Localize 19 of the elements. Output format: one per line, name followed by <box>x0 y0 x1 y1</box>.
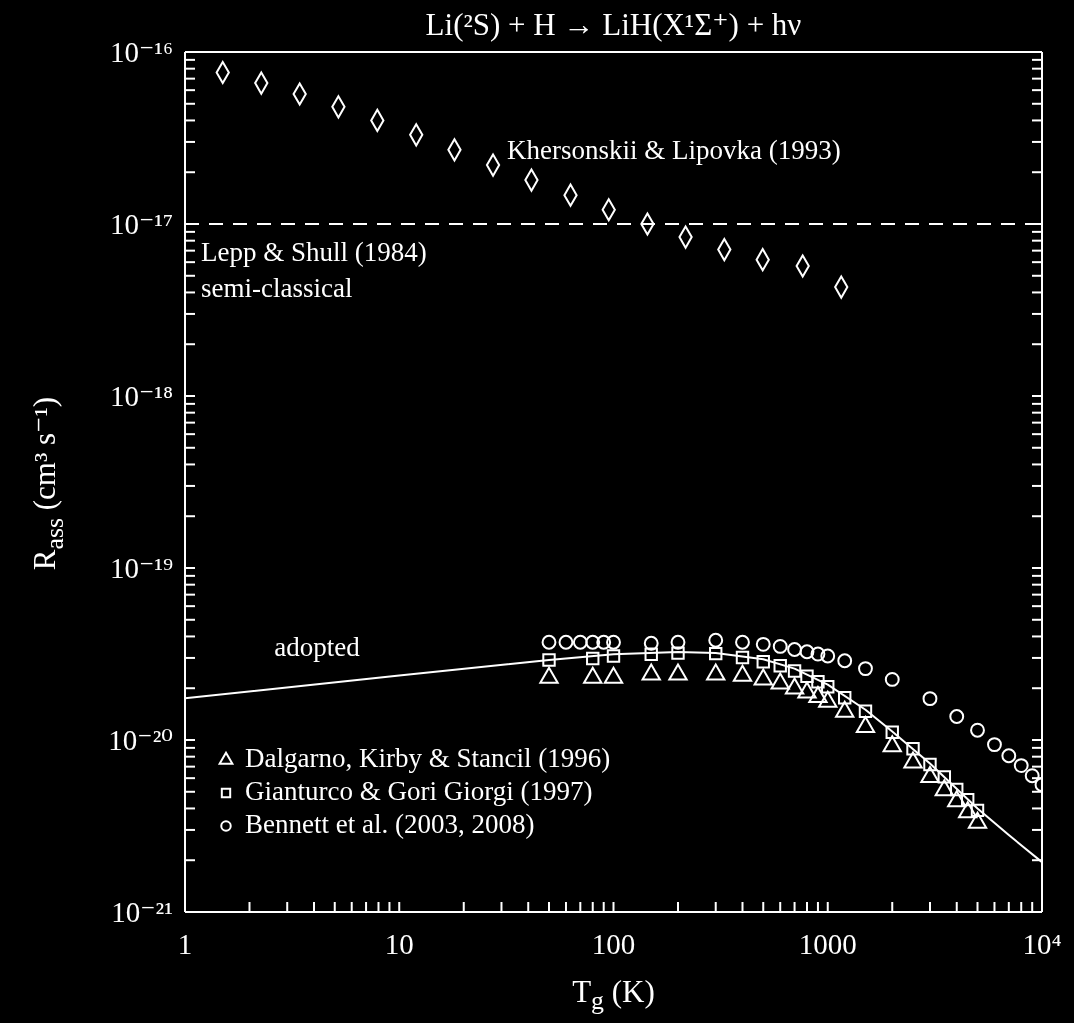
x-tick-label: 1 <box>177 928 193 960</box>
y-tick-label: 10⁻²⁰ <box>108 724 173 756</box>
x-axis-title: T$_{g}$ (K) <box>571 974 656 1017</box>
y-tick-label: 10⁻²¹ <box>111 896 173 928</box>
y-tick-label: 10⁻¹⁸ <box>109 380 173 412</box>
series-label: Khersonskii & Lipovka (1993) <box>507 135 841 166</box>
y-tick-label: 10⁻¹⁶ <box>109 36 173 68</box>
y-tick-label: 10⁻¹⁹ <box>109 552 173 584</box>
x-tick-label: 10⁴ <box>1022 928 1062 960</box>
legend-label: Gianturco & Gori Giorgi (1997) <box>245 776 593 807</box>
ref-line-label: Lepp & Shull (1984) semi-classical <box>201 236 428 305</box>
y-tick-label: 10⁻¹⁷ <box>109 208 173 240</box>
x-tick-label: 10 <box>384 928 414 960</box>
series-label: adopted <box>274 631 361 662</box>
x-tick-label: 1000 <box>798 928 857 960</box>
legend-label: Bennett et al. (2003, 2008) <box>245 809 535 840</box>
legend-label: Dalgarno, Kirby & Stancil (1996) <box>245 743 611 774</box>
chart-title: Li(²S) + H → LiH(X¹Σ⁺) + hν <box>424 6 803 43</box>
x-tick-label: 100 <box>591 928 636 960</box>
